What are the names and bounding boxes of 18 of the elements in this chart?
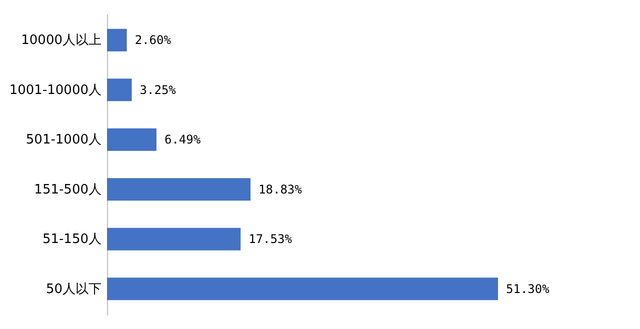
bar xyxy=(107,228,241,250)
y-tick-label: 151-500人 xyxy=(34,182,102,198)
data-label: 17.53% xyxy=(248,232,293,246)
y-tick-label: 1001-10000人 xyxy=(9,82,102,98)
data-label: 51.30% xyxy=(506,282,550,296)
bar xyxy=(107,128,156,151)
data-label: 2.60% xyxy=(134,33,172,48)
y-tick-label: 10000人以上 xyxy=(21,33,102,48)
y-tick-label: 501-1000人 xyxy=(26,132,102,148)
bar xyxy=(107,278,498,300)
bar xyxy=(107,78,132,102)
y-tick-label: 51-150人 xyxy=(42,232,102,248)
bar xyxy=(107,28,127,52)
bar xyxy=(107,178,251,201)
y-tick-label: 50人以下 xyxy=(46,282,102,297)
data-label: 3.25% xyxy=(140,82,177,97)
data-label: 6.49% xyxy=(164,132,202,147)
data-label: 18.83% xyxy=(258,182,303,196)
